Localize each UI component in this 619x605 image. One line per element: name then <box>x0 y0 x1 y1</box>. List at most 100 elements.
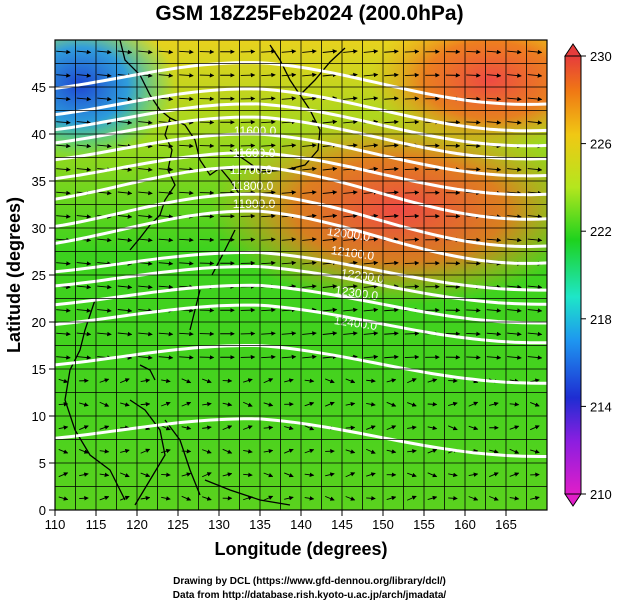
x-tick-label: 115 <box>86 517 107 532</box>
wind-arrow <box>507 308 522 313</box>
contour-label: 12000.0 <box>326 224 371 244</box>
wind-arrow <box>366 496 376 501</box>
wind-arrow <box>97 49 112 55</box>
x-tick-label: 125 <box>167 517 189 532</box>
wind-arrow <box>366 425 376 430</box>
colorbar-scale <box>564 55 582 495</box>
x-tick-label: 130 <box>208 517 230 532</box>
wind-arrow <box>489 495 499 501</box>
wind-arrow <box>181 495 192 501</box>
wind-arrow <box>97 331 112 337</box>
wind-arrow <box>530 378 540 383</box>
wind-arrow <box>261 49 276 54</box>
wind-arrow <box>486 120 502 125</box>
wind-arrow <box>404 284 420 289</box>
wind-arrow <box>158 355 174 360</box>
wind-arrow <box>468 496 479 501</box>
wind-arrow <box>263 378 274 384</box>
colorbar-tick-label: 230 <box>590 49 612 64</box>
wind-arrow <box>527 73 543 78</box>
wind-arrow <box>76 73 92 78</box>
wind-arrow <box>58 472 69 478</box>
wind-arrow <box>261 72 276 78</box>
wind-arrow <box>202 425 212 430</box>
x-tick-label: 145 <box>331 517 353 532</box>
graticule <box>55 40 547 510</box>
contour-label: 11600.0 <box>233 146 276 160</box>
wind-arrow <box>56 308 71 313</box>
y-tick-label: 5 <box>39 456 46 471</box>
wind-arrow <box>466 261 481 266</box>
wind-arrow <box>284 378 294 383</box>
wind-arrow <box>325 472 335 477</box>
wind-arrow <box>486 237 502 243</box>
wind-arrow <box>58 496 69 501</box>
wind-arrow <box>56 49 71 55</box>
wind-arrow <box>263 472 274 478</box>
wind-arrow <box>76 120 92 125</box>
wind-arrow <box>117 190 133 196</box>
wind-arrow <box>281 354 297 360</box>
wind-arrow <box>56 214 71 219</box>
wind-arrow <box>243 425 253 430</box>
wind-arrow <box>468 472 479 477</box>
wind-arrow <box>404 354 420 360</box>
wind-arrow <box>527 237 543 243</box>
wind-arrow <box>407 402 417 407</box>
wind-arrow <box>363 331 379 336</box>
wind-arrow <box>261 190 276 195</box>
wind-arrow <box>261 331 276 336</box>
wind-arrow <box>79 472 89 477</box>
contour-label: 12100.0 <box>330 243 375 263</box>
wind-arrow <box>507 49 522 55</box>
wind-arrow <box>407 448 417 454</box>
wind-arrow <box>97 190 112 196</box>
wind-arrow <box>384 96 399 101</box>
wind-arrow <box>322 190 338 195</box>
wind-arrow <box>404 190 420 195</box>
y-tick-label: 0 <box>39 503 46 518</box>
wind-arrow <box>384 354 399 360</box>
wind-arrow <box>384 72 399 78</box>
wind-arrow <box>138 190 153 196</box>
wind-arrow <box>386 401 397 407</box>
wind-arrow <box>79 425 89 431</box>
wind-arrow <box>56 143 71 149</box>
y-axis-ticks: 0 5 10 15 20 25 30 35 40 45 <box>32 80 55 518</box>
wind-arrow <box>120 402 130 407</box>
wind-arrow <box>202 496 212 501</box>
wind-arrow <box>325 495 335 501</box>
wind-arrow <box>386 449 397 454</box>
wind-arrow <box>181 401 192 407</box>
wind-arrow <box>140 401 151 407</box>
wind-arrow <box>363 354 379 360</box>
wind-arrow <box>404 166 420 172</box>
wind-arrow <box>302 96 317 101</box>
wind-arrow <box>284 495 294 501</box>
wind-arrow <box>261 307 276 313</box>
wind-arrow <box>302 284 317 289</box>
wind-arrow <box>322 284 338 289</box>
wind-arrow <box>181 378 192 384</box>
wind-arrow <box>322 237 338 242</box>
wind-arrow <box>302 166 317 172</box>
wind-arrow <box>509 472 520 477</box>
y-axis-label: Latitude (degrees) <box>4 197 24 353</box>
x-tick-label: 165 <box>495 517 517 532</box>
wind-arrow <box>181 472 192 477</box>
wind-arrow <box>161 401 171 407</box>
wind-arrow <box>76 355 92 360</box>
wind-arrow <box>304 448 315 454</box>
wind-arrow <box>345 496 356 501</box>
wind-arrow <box>343 331 358 336</box>
wind-arrow <box>486 308 502 313</box>
wind-arrow <box>263 448 274 454</box>
wind-arrow <box>345 401 356 407</box>
wind-arrow <box>489 472 499 478</box>
colorbar-tick-label: 210 <box>590 487 612 502</box>
wind-arrow <box>407 495 417 501</box>
y-tick-label: 30 <box>32 221 46 236</box>
wind-arrow <box>138 214 153 219</box>
wind-arrow <box>325 378 335 384</box>
